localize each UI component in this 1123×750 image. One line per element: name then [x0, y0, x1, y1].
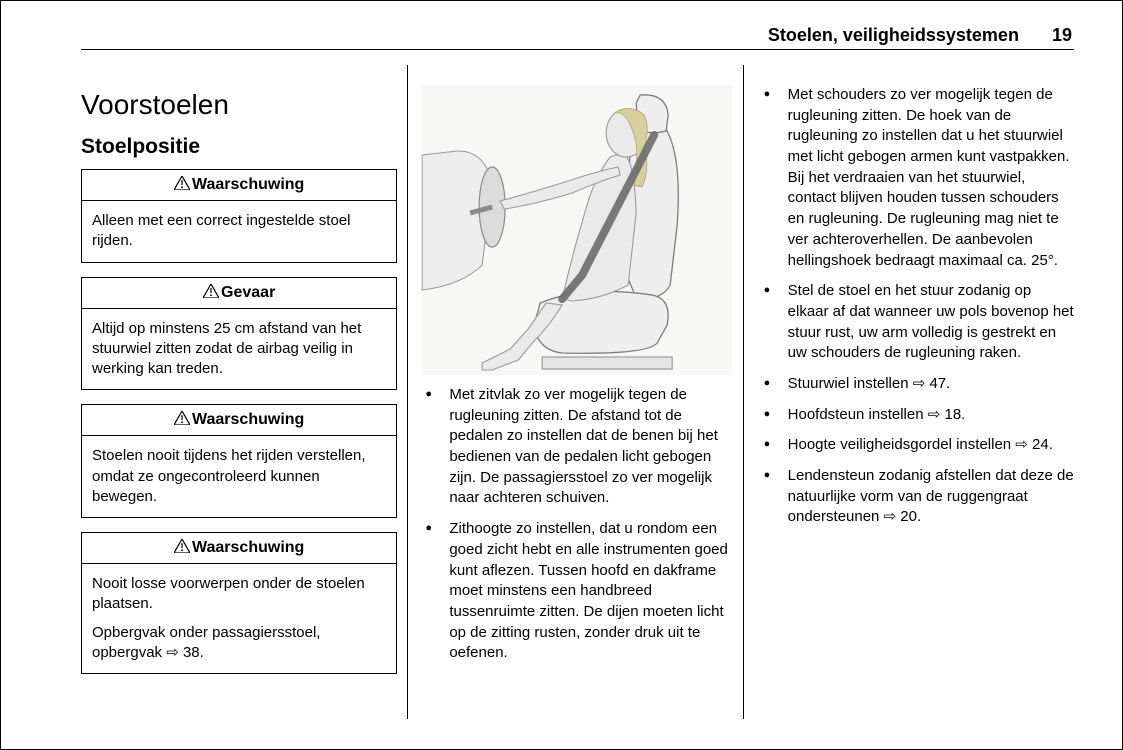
list-item-text: Met zitvlak zo ver mogelijk tegen de rug… [449, 386, 718, 506]
warning-triangle-icon [174, 176, 190, 190]
warning-box: Waarschuwing Alleen met een correct inge… [81, 169, 397, 263]
danger-box-title: Gevaar [82, 278, 396, 309]
warning-triangle-icon [174, 539, 190, 553]
list-item: Stel de stoel en het stuur zodanig op el… [758, 281, 1074, 364]
list-item: Hoofdsteun instellen ⇨ 18. [758, 405, 1074, 426]
manual-page: Stoelen, veiligheidssystemen 19 Voorstoe… [0, 0, 1123, 750]
box-title-text: Waarschuwing [192, 176, 304, 193]
danger-box: Gevaar Altijd op minstens 25 cm afstand … [81, 277, 397, 391]
list-item: Met zitvlak zo ver mogelijk tegen de rug… [419, 385, 735, 509]
bullet-list: Met zitvlak zo ver mogelijk tegen de rug… [419, 385, 735, 664]
list-item-text: Hoogte veiligheidsgordel instellen ⇨ 24. [788, 436, 1053, 453]
warning-box-title: Waarschuwing [82, 405, 396, 436]
warning-box-body: Nooit losse voorwerpen onder de stoelen … [82, 564, 396, 673]
warning-box: Waarschuwing Nooit losse voorwerpen onde… [81, 532, 397, 674]
box-title-text: Waarschuwing [192, 539, 304, 556]
warning-box-body: Alleen met een correct ingestelde stoel … [82, 201, 396, 262]
warning-box-title: Waarschuwing [82, 170, 396, 201]
box-paragraph: Alleen met een correct ingestelde stoel … [92, 211, 386, 252]
warning-triangle-icon [174, 411, 190, 425]
list-item-text: Lendensteun zodanig afstellen dat deze d… [788, 467, 1074, 525]
column-3: Met schouders zo ver mogelijk tegen de r… [758, 71, 1074, 719]
warning-box: Waarschuwing Stoelen nooit tijdens het r… [81, 404, 397, 518]
box-paragraph: Opbergvak onder passagiersstoel, opbergv… [92, 623, 386, 664]
list-item-text: Stuurwiel instellen ⇨ 47. [788, 375, 951, 392]
bullet-list: Met schouders zo ver mogelijk tegen de r… [758, 85, 1074, 528]
column-2: Met zitvlak zo ver mogelijk tegen de rug… [419, 71, 735, 719]
page-number: 19 [1052, 25, 1072, 45]
list-item: Met schouders zo ver mogelijk tegen de r… [758, 85, 1074, 271]
warning-box-body: Stoelen nooit tijdens het rijden verstel… [82, 436, 396, 517]
running-header: Stoelen, veiligheidssystemen 19 [768, 25, 1072, 46]
list-item-text: Met schouders zo ver mogelijk tegen de r… [788, 86, 1070, 269]
box-title-text: Waarschuwing [192, 411, 304, 428]
column-1: Voorstoelen Stoelpositie Waarschuwing Al… [81, 71, 397, 719]
danger-box-body: Altijd op minstens 25 cm afstand van het… [82, 309, 396, 390]
box-paragraph: Altijd op minstens 25 cm afstand van het… [92, 319, 386, 380]
seat-position-illustration [419, 85, 735, 375]
list-item-text: Zithoogte zo instellen, dat u rondom een… [449, 520, 728, 661]
heading-voorstoelen: Voorstoelen [81, 89, 397, 121]
list-item: Stuurwiel instellen ⇨ 47. [758, 374, 1074, 395]
box-paragraph: Nooit losse voorwerpen onder de stoelen … [92, 574, 386, 615]
list-item: Hoogte veiligheidsgordel instellen ⇨ 24. [758, 435, 1074, 456]
list-item: Lendensteun zodanig afstellen dat deze d… [758, 466, 1074, 528]
header-rule [81, 49, 1074, 50]
list-item: Zithoogte zo instellen, dat u rondom een… [419, 519, 735, 664]
heading-stoelpositie: Stoelpositie [81, 135, 397, 159]
box-paragraph: Stoelen nooit tijdens het rijden verstel… [92, 446, 386, 507]
list-item-text: Hoofdsteun instellen ⇨ 18. [788, 406, 966, 423]
page-columns: Voorstoelen Stoelpositie Waarschuwing Al… [81, 71, 1074, 719]
warning-triangle-icon [203, 284, 219, 298]
box-title-text: Gevaar [221, 284, 275, 301]
list-item-text: Stel de stoel en het stuur zodanig op el… [788, 282, 1074, 361]
warning-box-title: Waarschuwing [82, 533, 396, 564]
section-title: Stoelen, veiligheidssystemen [768, 25, 1019, 45]
